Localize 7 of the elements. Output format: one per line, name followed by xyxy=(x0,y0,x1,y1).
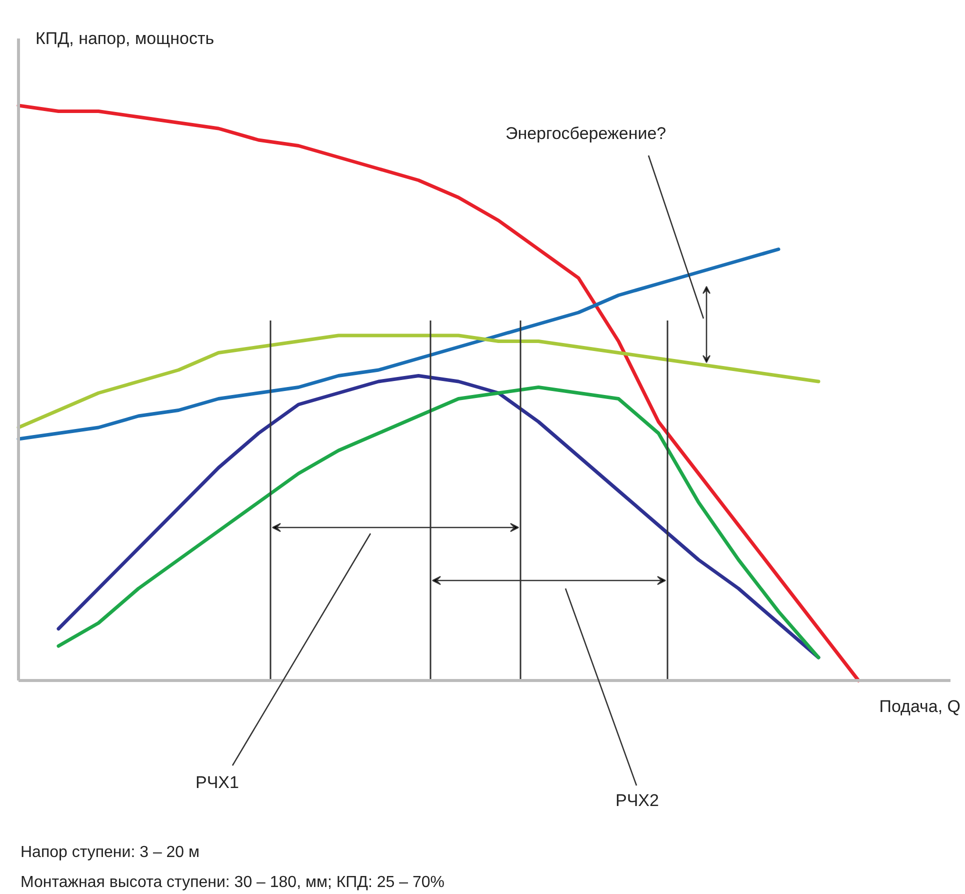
text: РЧХ2 xyxy=(616,791,659,810)
text: Напор ступени: 3 – 20 м xyxy=(20,844,200,861)
text: Монтажная высота ступени: 30 – 180, мм; КПД: 25 – 70% xyxy=(20,874,445,891)
text: РЧХ1 xyxy=(196,773,239,792)
annotation: Энергосбережение? xyxy=(506,124,666,143)
x-axis-title: Подача, Q xyxy=(879,697,960,716)
y-axis-title: КПД, напор, мощность xyxy=(36,29,214,48)
